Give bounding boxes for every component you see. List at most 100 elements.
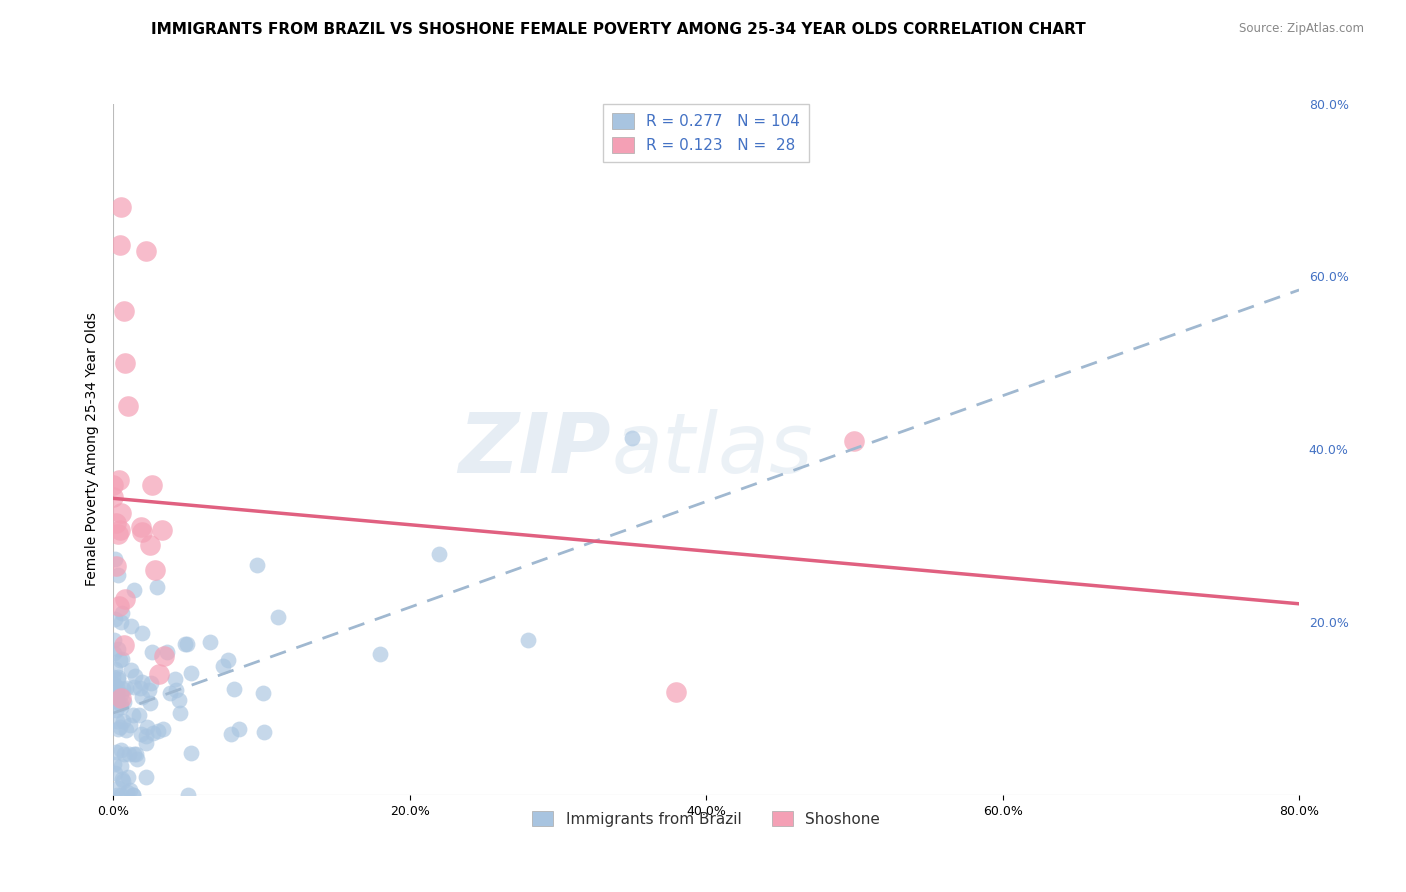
Point [267,610,290,624]
Point [103,490,125,504]
Point [110,720,132,734]
Point [180,666,202,681]
Point [105,516,128,530]
Point [107,780,129,795]
Point [165,683,187,698]
Point [110,200,132,214]
Point [135,244,157,258]
Point [122,747,145,761]
Point [115,681,138,695]
Point [253,725,276,739]
Point [621,431,644,445]
Point [152,722,174,736]
Point [110,238,132,252]
Point [135,770,157,784]
Point [665,684,688,698]
Point [135,730,157,744]
Point [108,599,131,613]
Text: Source: ZipAtlas.com: Source: ZipAtlas.com [1239,22,1364,36]
Point [104,765,127,780]
Point [114,723,136,737]
Point [105,703,128,717]
Point [103,677,125,691]
Point [228,722,250,736]
Point [128,708,150,723]
Y-axis label: Female Poverty Among 25-34 Year Olds: Female Poverty Among 25-34 Year Olds [86,312,100,586]
Point [212,658,235,673]
Point [112,682,135,697]
Point [427,547,450,561]
Point [118,718,141,732]
Point [122,583,145,598]
Point [252,686,274,700]
Point [122,789,145,803]
Point [169,693,191,707]
Point [117,770,139,784]
Point [246,558,269,572]
Legend: Immigrants from Brazil, Shoshone: Immigrants from Brazil, Shoshone [526,805,886,833]
Point [114,591,136,606]
Point [198,635,221,649]
Point [124,669,146,683]
Point [112,638,135,652]
Point [125,747,148,761]
Point [104,552,127,566]
Point [176,637,198,651]
Point [105,690,128,705]
Point [122,680,145,694]
Point [118,783,141,797]
Point [107,568,129,582]
Point [120,619,142,633]
Point [104,686,127,700]
Point [122,789,145,803]
Point [180,746,202,760]
Point [110,789,132,803]
Point [177,789,200,803]
Point [108,474,131,488]
Point [131,520,153,534]
Point [129,727,152,741]
Point [114,356,136,370]
Point [105,685,128,699]
Point [105,714,128,729]
Point [224,681,246,696]
Point [120,663,142,677]
Point [110,700,132,714]
Point [112,747,135,761]
Point [127,752,149,766]
Text: atlas: atlas [612,409,813,490]
Point [169,706,191,721]
Point [139,676,162,690]
Point [112,304,135,318]
Point [103,632,125,647]
Point [105,558,128,573]
Point [136,720,159,734]
Point [117,399,139,413]
Point [107,672,129,686]
Point [155,645,177,659]
Point [138,683,160,698]
Point [129,681,152,695]
Point [103,757,125,772]
Point [110,687,132,701]
Point [103,612,125,626]
Point [150,524,173,538]
Point [104,686,127,700]
Point [141,645,163,659]
Point [115,785,138,799]
Point [111,607,134,621]
Point [131,625,153,640]
Point [105,680,128,694]
Point [131,675,153,690]
Point [110,743,132,757]
Point [103,670,125,684]
Point [146,724,169,739]
Point [111,772,134,787]
Point [104,662,127,676]
Point [118,747,141,762]
Point [111,652,134,666]
Point [135,736,157,750]
Point [104,688,127,702]
Point [143,564,166,578]
Point [107,722,129,736]
